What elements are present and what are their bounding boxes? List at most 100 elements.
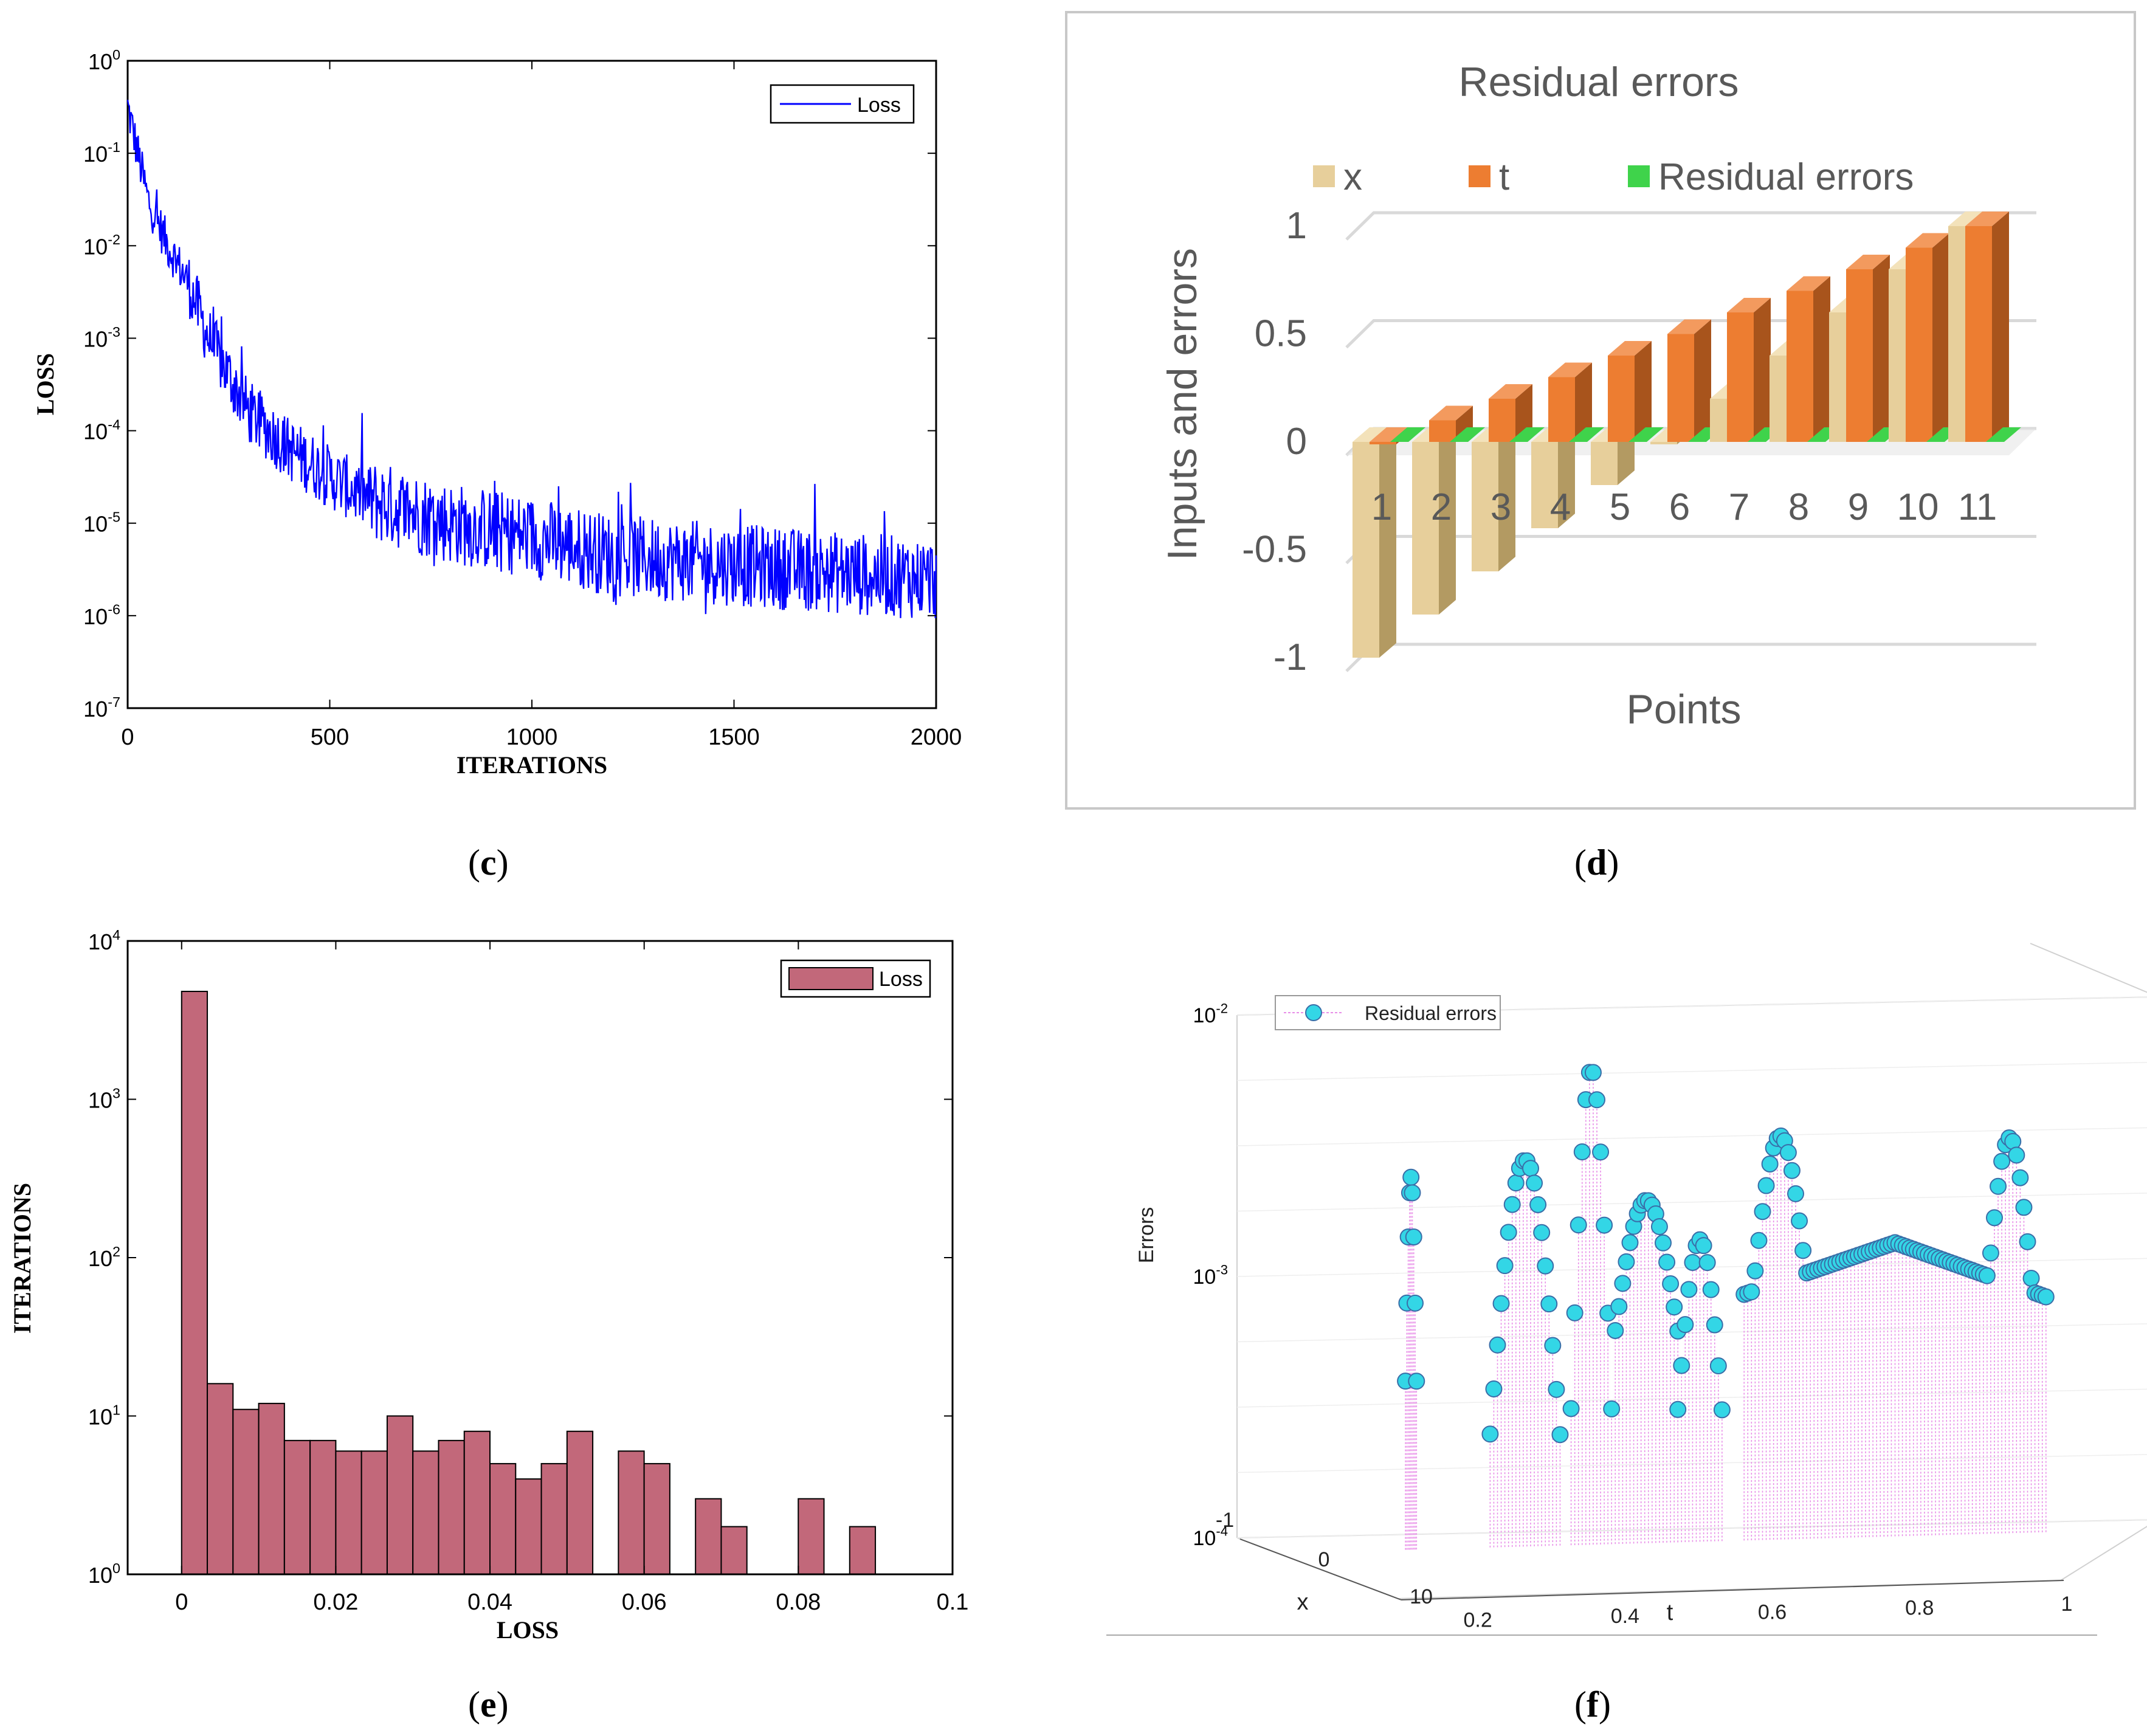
error-marker — [1655, 1234, 1672, 1252]
gridline — [1236, 1127, 2147, 1146]
histogram-bar — [360, 1450, 388, 1576]
x-axis-label: Points — [1627, 686, 1742, 732]
bar-t — [1727, 298, 1771, 442]
residual-errors-3d-bar-chart: Residual errors x t Residual errors 1 0.5… — [1065, 11, 2136, 810]
gridline — [1236, 1193, 2147, 1212]
error-marker — [1537, 1257, 1554, 1275]
error-marker — [1621, 1234, 1639, 1252]
legend: x t Residual errors — [1313, 156, 1914, 198]
legend-swatch-t — [1469, 165, 1490, 187]
error-marker — [1614, 1275, 1632, 1292]
y-tick-label: -0.5 — [1242, 529, 1307, 571]
gridline — [1236, 1519, 2147, 1538]
histogram-bar — [232, 1408, 260, 1576]
error-marker — [1544, 1337, 1562, 1354]
histogram-bar — [540, 1462, 568, 1576]
y-tick-label: 10-1 — [83, 139, 120, 167]
error-marker — [1680, 1281, 1698, 1298]
error-marker — [1529, 1196, 1547, 1213]
error-marker — [1573, 1143, 1591, 1161]
error-marker — [1584, 1064, 1602, 1081]
error-marker — [1706, 1316, 1723, 1334]
error-marker — [1702, 1281, 1720, 1298]
histogram-bar — [412, 1450, 439, 1576]
error-marker — [2019, 1233, 2036, 1250]
error-marker — [1666, 1298, 1683, 1316]
y-tick-label: 100 — [88, 1560, 120, 1588]
bar-residual — [1390, 427, 1425, 442]
error-marker — [1746, 1262, 1764, 1280]
error-marker — [1402, 1168, 1420, 1186]
error-marker — [1522, 1160, 1539, 1177]
bar-x — [1531, 427, 1575, 528]
z-tick-label: 10-4 — [1193, 1524, 1228, 1550]
legend: Loss — [780, 959, 931, 998]
y-tick-label: 104 — [88, 927, 120, 954]
error-marker — [1533, 1224, 1551, 1241]
error-marker — [1404, 1184, 1421, 1202]
bar-t — [1667, 319, 1711, 442]
x-axis-label: LOSS — [497, 1616, 559, 1644]
loss-curve-chart: 0 500 1000 1500 2000 100 10-1 10-2 10-3 10-4 10-5… — [32, 47, 962, 779]
error-marker — [1485, 1380, 1503, 1397]
error-marker — [1779, 1144, 1797, 1162]
y-tick-label: 10-4 — [83, 416, 120, 444]
histogram-bar — [309, 1439, 337, 1576]
legend: Loss — [770, 84, 915, 124]
t-tick-label: 0.6 — [1758, 1600, 1787, 1624]
x-tick-label: 1000 — [506, 725, 558, 750]
category-label: 1 — [1371, 486, 1392, 528]
category-label: 5 — [1610, 486, 1630, 528]
error-marker — [2022, 1270, 2040, 1287]
x-tick-label: 500 — [311, 725, 349, 750]
bar-t — [1429, 405, 1473, 442]
y-tick-label: 0 — [1286, 421, 1307, 463]
bar-residual — [1509, 427, 1545, 442]
y-tick-label: 102 — [88, 1244, 120, 1271]
histogram-bar — [695, 1498, 722, 1575]
z-tick-label: 10-2 — [1193, 1001, 1228, 1027]
histogram-bar — [463, 1430, 491, 1575]
y-tick-label: 1 — [1286, 205, 1307, 247]
t-axis-label: t — [1667, 1600, 1673, 1625]
error-marker — [1405, 1228, 1422, 1246]
bar-t — [1548, 362, 1592, 442]
error-marker — [1986, 1209, 2003, 1227]
x-tick-label: 2000 — [911, 725, 962, 750]
error-marker — [1677, 1316, 1694, 1334]
y-tick-label: 103 — [88, 1085, 120, 1112]
error-marker — [1500, 1224, 1517, 1241]
category-label: 10 — [1897, 486, 1939, 528]
legend-label-loss: Loss — [857, 94, 901, 117]
legend-label-residual: Residual errors — [1658, 156, 1914, 198]
histogram-bar — [618, 1450, 645, 1576]
histogram-bar — [643, 1462, 670, 1576]
y-tick-label: 10-2 — [83, 232, 120, 259]
histogram-bar — [798, 1498, 825, 1575]
legend-swatch-residual — [1628, 165, 1650, 187]
t-tick-label: 1 — [2061, 1593, 2073, 1616]
panel-label-e: (e) — [468, 1684, 509, 1724]
error-marker — [1481, 1425, 1499, 1443]
category-label: 9 — [1848, 486, 1869, 528]
x-tick-label: 0.02 — [313, 1590, 358, 1615]
x-tick-label: 0 — [121, 725, 134, 750]
x-tick-label: -1 — [1216, 1509, 1234, 1532]
z-axis-label: Errors — [1135, 1207, 1158, 1264]
error-marker — [1658, 1253, 1676, 1271]
loss-histogram-chart: 0 0.02 0.04 0.06 0.08 0.1 104 103 102 101 100 LOS… — [9, 927, 968, 1644]
legend-swatch-x — [1313, 165, 1335, 187]
y-tick-label: 101 — [88, 1402, 120, 1429]
error-marker — [1503, 1196, 1521, 1213]
y-tick-label: 10-5 — [83, 509, 120, 537]
y-tick-label: 100 — [88, 47, 120, 74]
3d-box — [1236, 943, 2147, 1599]
axis-lines — [1239, 1538, 2064, 1600]
error-marker — [1662, 1275, 1680, 1293]
bar-residual — [1569, 427, 1604, 442]
error-marker — [1990, 1177, 2007, 1195]
error-marker — [1713, 1401, 1731, 1419]
legend-label-x: x — [1343, 156, 1362, 198]
error-marker — [1566, 1304, 1584, 1321]
